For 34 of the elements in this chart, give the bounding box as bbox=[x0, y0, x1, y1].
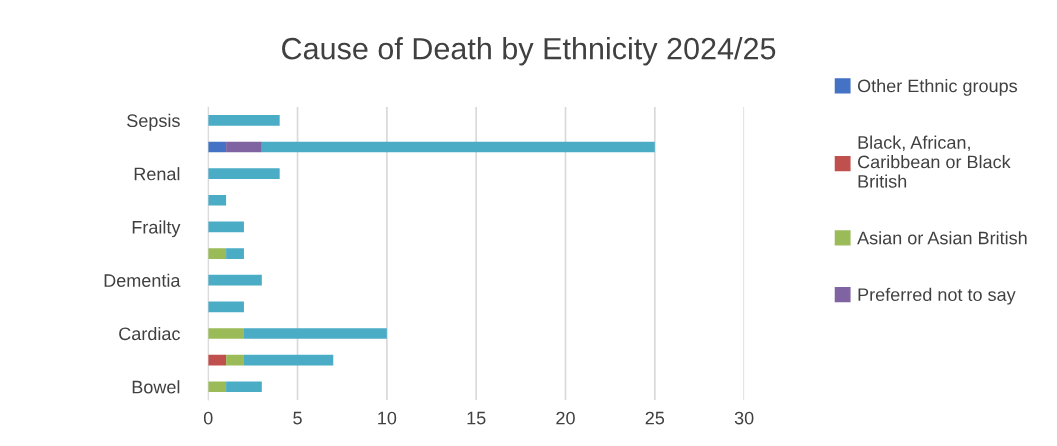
bar bbox=[208, 194, 227, 206]
x-tick-label: 0 bbox=[203, 411, 213, 425]
x-tick-label: 30 bbox=[734, 411, 754, 425]
x-tick-label: 15 bbox=[467, 411, 486, 425]
y-tick-label: Renal bbox=[134, 167, 180, 181]
x-tick-label: 5 bbox=[293, 411, 302, 425]
legend-label: Preferred not to say bbox=[858, 287, 1016, 305]
bar bbox=[226, 141, 262, 153]
bar bbox=[226, 248, 244, 259]
bar bbox=[208, 221, 244, 233]
y-tick-label: Cardiac bbox=[119, 326, 180, 341]
bar bbox=[226, 354, 244, 366]
x-tick-label: 20 bbox=[556, 411, 575, 425]
bar bbox=[243, 354, 334, 366]
bar bbox=[226, 381, 262, 393]
y-tick-label: Sepsis bbox=[127, 113, 180, 131]
bar bbox=[208, 248, 227, 259]
bar bbox=[208, 301, 244, 313]
bar bbox=[208, 328, 244, 339]
bar bbox=[208, 274, 262, 286]
y-tick-label: Bowel bbox=[132, 380, 180, 394]
bar bbox=[261, 141, 655, 153]
bar bbox=[208, 381, 227, 393]
bar bbox=[243, 328, 387, 339]
legend-label: Other Ethnic groups bbox=[857, 79, 1018, 96]
bar bbox=[208, 168, 280, 179]
y-tick-label: Frailty bbox=[132, 220, 181, 238]
x-tick-label: 25 bbox=[645, 411, 665, 425]
x-tick-label: 10 bbox=[378, 411, 397, 425]
legend-label: Asian or Asian British bbox=[857, 231, 1027, 245]
bar bbox=[208, 115, 280, 126]
chart-title: Cause of Death by Ethnicity 2024/25 bbox=[282, 37, 776, 66]
legend-label: Black, African, Caribbean or Black British bbox=[858, 135, 1011, 188]
y-tick-label: Dementia bbox=[104, 273, 181, 287]
